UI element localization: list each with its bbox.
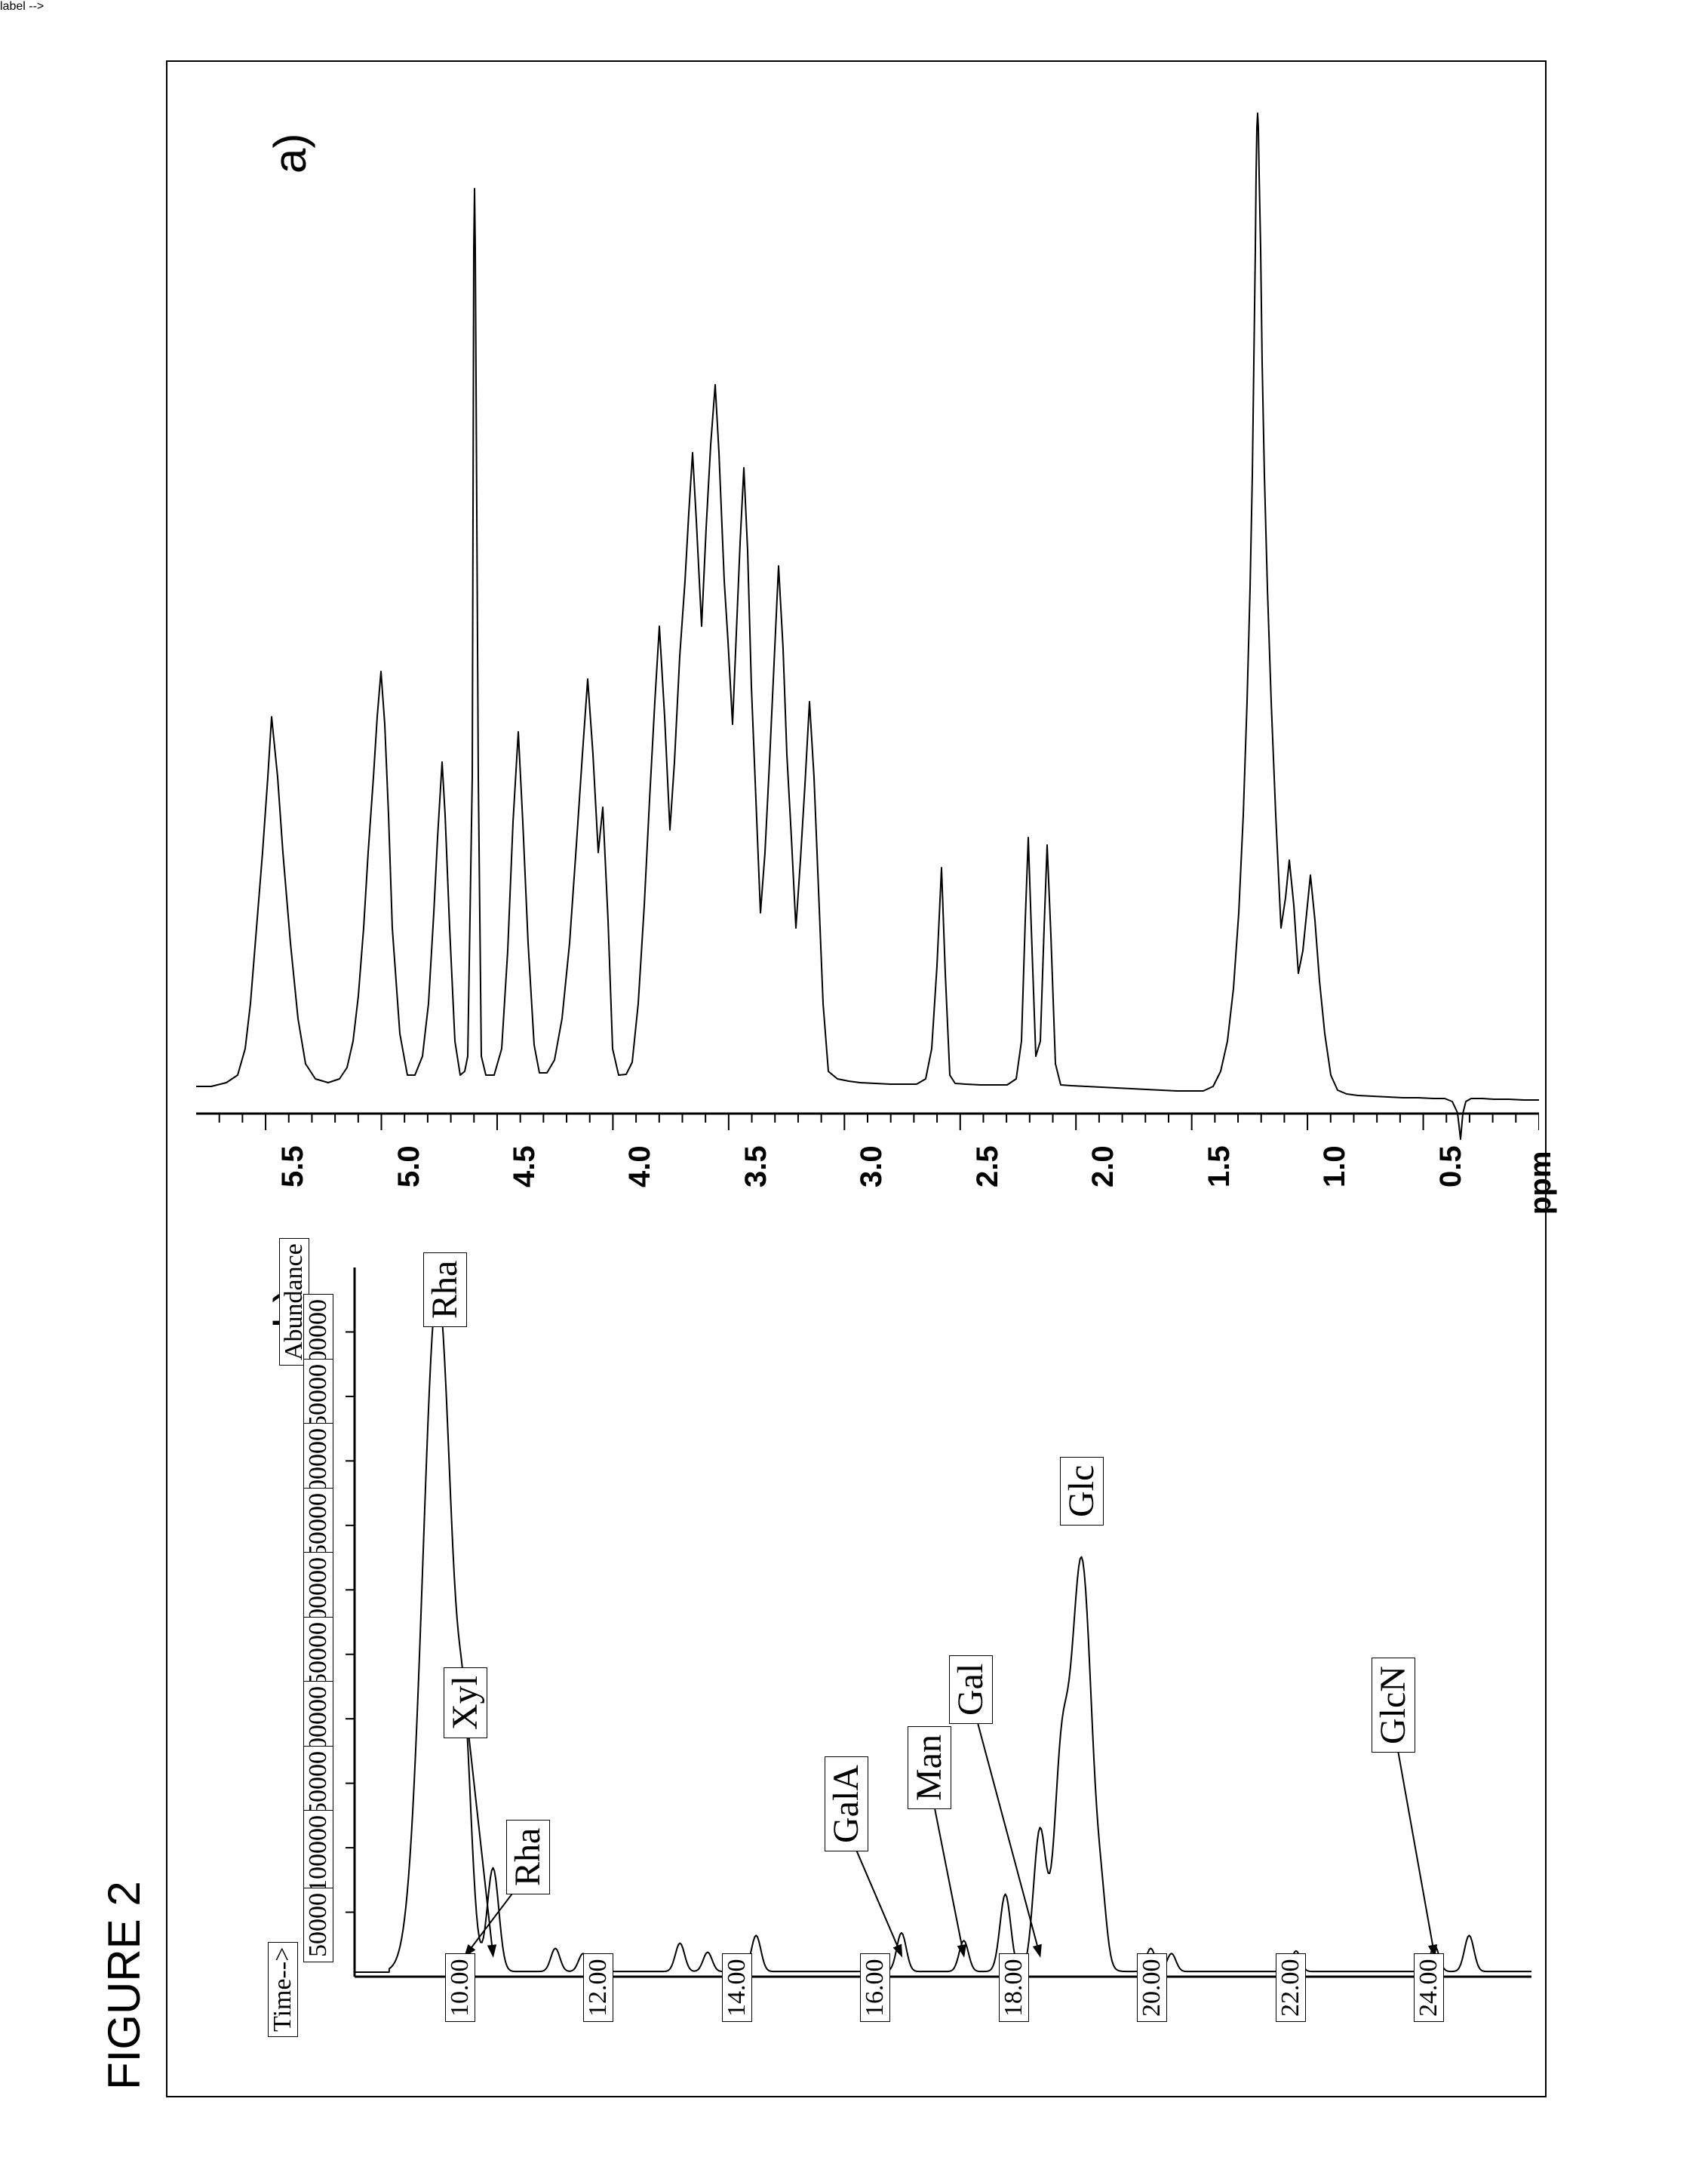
gc-y-tick: 100000 [303,1810,333,1897]
nmr-tick: 4.5 [508,1145,542,1188]
peak-label-man: Man [908,1726,951,1809]
nmr-tick: 4.0 [623,1145,657,1188]
page: a) 5.55.04.54.03.53.02.52.01.51.00.5 ppm… [0,0,1708,2157]
peak-label-rha: Rha [423,1252,467,1326]
time-axis-label: Time--> [268,1942,298,2037]
nmr-spectrum [196,98,1539,1162]
gc-y-tick: 50000 [303,1888,333,1962]
ppm-axis-label: ppm [1524,1151,1558,1215]
peak-label-rha: Rha [506,1819,550,1894]
nmr-tick: 2.5 [971,1145,1005,1188]
nmr-tick: 5.0 [392,1145,426,1188]
peak-label-glcn: GlcN [1372,1658,1415,1753]
nmr-tick: 2.0 [1086,1145,1120,1188]
peak-label-glc: Glc [1060,1457,1104,1526]
peak-label-xyl: Xyl [444,1667,487,1738]
nmr-tick: 1.0 [1318,1145,1352,1188]
nmr-tick: 0.5 [1434,1145,1468,1188]
gc-x-tick: 22.00 [1276,1954,1306,2023]
chromatogram [257,1222,1539,2029]
gc-x-tick: 20.00 [1137,1954,1167,2023]
peak-label-gal: Gal [949,1655,993,1724]
peak-label-gala: GalA [825,1756,868,1851]
gc-x-tick: 18.00 [999,1954,1029,2023]
nmr-tick: 3.5 [739,1145,773,1188]
nmr-tick: 1.5 [1203,1145,1236,1188]
nmr-tick: 3.0 [855,1145,889,1188]
gc-x-tick: 14.00 [722,1954,752,2023]
gc-x-tick: 10.00 [445,1954,475,2023]
gc-x-tick: 12.00 [583,1954,613,2023]
figure-caption: FIGURE 2 [98,1881,150,2090]
nmr-tick: 5.5 [276,1145,310,1188]
gc-x-tick: 16.00 [860,1954,890,2023]
gc-x-tick: 24.00 [1414,1954,1444,2023]
